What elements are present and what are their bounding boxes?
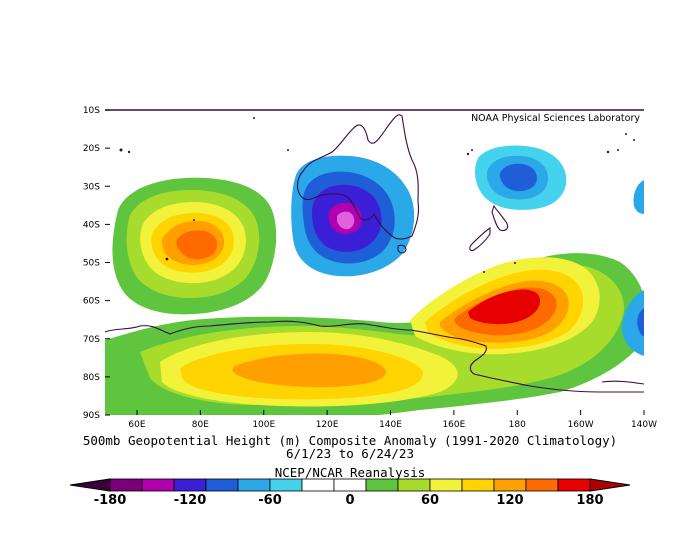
colorbar-swatch	[493, 478, 527, 492]
coastlines	[105, 114, 644, 393]
lat-label: 70S	[83, 335, 100, 345]
colorbar-label: -180	[94, 493, 127, 508]
new-zealand-south	[469, 226, 491, 252]
colorbar-label: -60	[258, 493, 282, 508]
colorbar-swatch	[557, 478, 591, 492]
lat-label: 80S	[83, 373, 100, 383]
colorbar-swatch	[237, 478, 271, 492]
map-source: NCEP/NCAR Reanalysis	[274, 465, 426, 480]
antarctic-peninsula	[601, 380, 644, 385]
lat-label: 20S	[83, 144, 100, 154]
colorbar-swatch	[397, 478, 431, 492]
lat-label: 90S	[83, 411, 100, 421]
far-east-blue	[637, 308, 644, 336]
lon-label: 140E	[379, 420, 402, 430]
lon-label: 100E	[252, 420, 275, 430]
far-east-top-cyan	[633, 180, 644, 214]
lon-label: 160E	[442, 420, 465, 430]
colorbar: -180 -120 -60 0 60 120 180	[69, 478, 631, 508]
lon-axis: 60E 80E 100E 120E 140E 160E 180 160W 140W	[128, 410, 657, 430]
antarctic-orange	[232, 353, 386, 388]
australia-coast	[296, 114, 420, 240]
lat-axis: 10S 20S 30S 40S 50S 60S 70S 80S 90S	[83, 106, 110, 421]
colorbar-swatch	[109, 478, 143, 492]
colorbar-swatch	[205, 478, 239, 492]
pacific-red	[468, 289, 541, 325]
australia-magenta	[337, 211, 355, 230]
colorbar-label: 120	[496, 493, 523, 508]
colorbar-swatch	[461, 478, 495, 492]
colorbar-low-arrow	[69, 478, 111, 492]
credit-label: NOAA Physical Sciences Laboratory	[471, 113, 640, 124]
antarctica-coast	[105, 320, 644, 393]
lat-label: 50S	[83, 259, 100, 269]
colorbar-label: 0	[345, 493, 354, 508]
new-zealand-north	[491, 204, 509, 232]
tasman-blue	[499, 163, 537, 192]
colorbar-swatch	[525, 478, 559, 492]
lat-label: 30S	[83, 182, 100, 192]
lon-label: 120E	[316, 420, 339, 430]
lat-label: 40S	[83, 220, 100, 230]
colorbar-high-arrow	[589, 478, 631, 492]
islands	[119, 117, 635, 273]
colorbar-label: -120	[174, 493, 207, 508]
lon-label: 140W	[631, 420, 657, 430]
lon-label: 60E	[128, 420, 145, 430]
far-east-cyan	[622, 290, 644, 356]
anomaly-fields	[105, 114, 644, 415]
colorbar-swatch	[333, 478, 367, 492]
colorbar-swatch	[365, 478, 399, 492]
map-title: 500mb Geopotential Height (m) Composite …	[82, 433, 618, 448]
colorbar-swatch	[269, 478, 303, 492]
colorbar-swatch	[429, 478, 463, 492]
colorbar-label: 180	[576, 493, 603, 508]
colorbar-swatch	[301, 478, 335, 492]
colorbar-label: 60	[421, 493, 439, 508]
lon-label: 180	[509, 420, 526, 430]
lon-label: 80E	[192, 420, 209, 430]
indian-dark-orange	[176, 230, 218, 260]
lon-label: 160W	[568, 420, 594, 430]
tasmania-coast	[397, 244, 407, 254]
colorbar-swatch	[141, 478, 175, 492]
map-date-range: 6/1/23 to 6/24/23	[286, 446, 414, 461]
lat-label: 60S	[83, 297, 100, 307]
colorbar-swatch	[173, 478, 207, 492]
lat-label: 10S	[83, 106, 100, 116]
